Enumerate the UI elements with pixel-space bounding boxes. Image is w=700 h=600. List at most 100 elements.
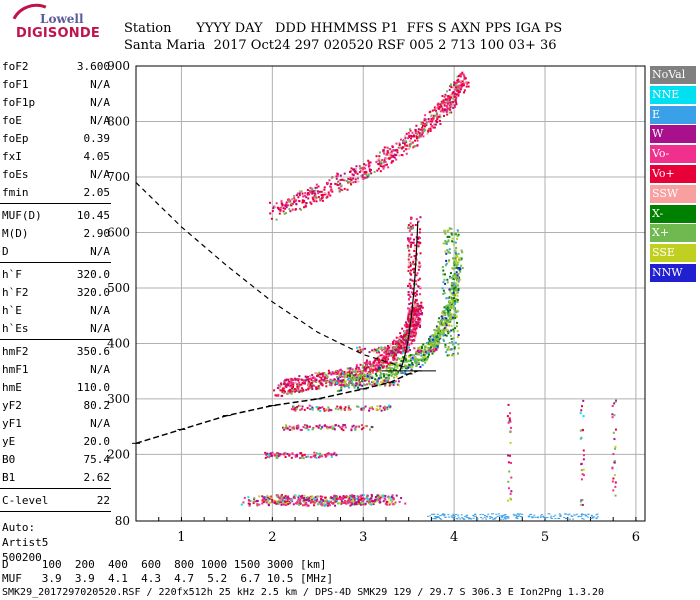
ionogram-echo-point (434, 516, 437, 518)
ionogram-echo-point (445, 98, 448, 101)
ionogram-echo-point (452, 291, 455, 294)
ionogram-echo-point (399, 351, 402, 354)
ionogram-echo-point (447, 102, 450, 105)
ionogram-echo-point (418, 262, 421, 265)
ionogram-echo-point (404, 357, 407, 360)
ionogram-echo-point (416, 144, 419, 147)
ionogram-echo-point (412, 307, 415, 310)
ionogram-echo-point (301, 454, 304, 457)
ionogram-echo-point (453, 308, 456, 311)
ionogram-echo-point (387, 157, 390, 160)
ionogram-echo-point (459, 88, 462, 91)
ionogram-echo-point (443, 306, 446, 309)
ionogram-echo-point (410, 243, 413, 246)
ionogram-echo-point (354, 377, 357, 380)
ionogram-echo-point (409, 265, 412, 268)
ionogram-echo-point (369, 360, 372, 363)
ionogram-echo-point (337, 180, 340, 183)
ionogram-echo-point (388, 371, 391, 374)
ionogram-echo-point (450, 312, 453, 315)
ionogram-echo-point (398, 340, 401, 343)
ionogram-echo-point (386, 361, 389, 364)
ionogram-echo-point (384, 494, 387, 497)
ionogram-echo-point (298, 503, 301, 506)
ionogram-echo-point (324, 503, 327, 506)
ionogram-echo-point (357, 499, 360, 502)
ionogram-echo-point (386, 146, 389, 149)
ionogram-echo-point (468, 518, 471, 520)
ionogram-echo-point (355, 405, 358, 408)
ionogram-echo-point (451, 303, 454, 306)
ionogram-echo-point (414, 326, 417, 329)
ionogram-echo-point (502, 518, 505, 520)
ionogram-echo-point (376, 382, 379, 385)
ionogram-echo-point (379, 354, 382, 357)
ionogram-echo-point (345, 495, 348, 498)
ionogram-echo-point (451, 277, 454, 280)
ionogram-echo-point (317, 185, 320, 188)
ionogram-echo-point (354, 428, 357, 431)
ionogram-echo-point (438, 107, 441, 110)
ionogram-echo-point (422, 353, 425, 356)
ionogram-echo-point (455, 246, 458, 249)
ionogram-echo-point (362, 166, 365, 169)
ionogram-echo-point (343, 407, 346, 410)
ionogram-echo-point (374, 500, 377, 503)
ionogram-echo-point (429, 346, 432, 349)
ionogram-echo-point (580, 463, 583, 466)
ionogram-echo-point (301, 199, 304, 202)
ionogram-echo-point (253, 500, 256, 503)
ionogram-echo-point (540, 514, 543, 516)
ionogram-echo-point (328, 384, 331, 387)
ionogram-echo-point (457, 74, 460, 77)
param-key: B0 (2, 453, 16, 466)
ionogram-echo-point (444, 240, 447, 243)
ionogram-echo-point (407, 325, 410, 328)
ionogram-echo-point (454, 284, 457, 287)
ionogram-echo-point (456, 300, 459, 303)
ionogram-echo-point (422, 352, 425, 355)
ionogram-echo-point (286, 500, 289, 503)
ionogram-echo-point (550, 515, 553, 517)
param-value: 0.39 (83, 132, 111, 145)
ionogram-echo-point (580, 405, 583, 408)
ionogram-echo-point (347, 180, 350, 183)
ionogram-echo-point (371, 377, 374, 380)
ionogram-echo-point (425, 356, 428, 359)
ionogram-echo-point (294, 502, 297, 505)
ionogram-echo-point (289, 384, 292, 387)
ionogram-echo-point (363, 383, 366, 386)
ionogram-echo-point (398, 342, 401, 345)
ionogram-echo-point (346, 384, 349, 387)
ionogram-echo-point (495, 513, 498, 515)
ionogram-echo-point (263, 497, 266, 500)
ionogram-echo-point (375, 370, 378, 373)
ionogram-echo-point (448, 288, 451, 291)
ionogram-echo-point (365, 366, 368, 369)
ionogram-echo-point (318, 371, 321, 374)
footer-file-info: SMK29_2017297020520.RSF / 220fx512h 25 k… (2, 587, 605, 598)
ionogram-echo-point (449, 290, 452, 293)
ionogram-echo-point (452, 337, 455, 340)
ionogram-echo-point (449, 276, 452, 279)
ionogram-echo-point (318, 190, 321, 193)
ionogram-echo-point (415, 327, 418, 330)
ionogram-echo-point (380, 494, 383, 497)
ionogram-echo-point (370, 426, 373, 429)
ionogram-echo-point (309, 495, 312, 498)
ionogram-echo-point (278, 212, 281, 215)
ionogram-echo-point (289, 391, 292, 394)
ionogram-echo-point (531, 517, 534, 519)
ionogram-echo-point (414, 250, 417, 253)
ionogram-echo-point (454, 292, 457, 295)
ionogram-echo-point (444, 93, 447, 96)
ionogram-echo-point (262, 496, 265, 499)
ionogram-echo-point (417, 245, 420, 248)
ionogram-echo-point (283, 427, 286, 430)
ionogram-echo-point (580, 513, 583, 515)
ionogram-echo-point (397, 371, 400, 374)
ionogram-echo-point (417, 314, 420, 317)
ionogram-echo-point (320, 500, 323, 503)
param-row: hmF2 350.6 (2, 343, 110, 361)
